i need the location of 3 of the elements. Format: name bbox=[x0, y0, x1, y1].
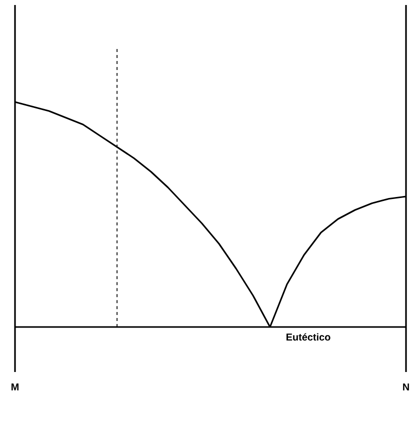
ref-line-label: Eutéctico bbox=[286, 333, 330, 341]
x-tick-label: M bbox=[12, 384, 18, 390]
x-tick-label: N bbox=[403, 384, 409, 390]
